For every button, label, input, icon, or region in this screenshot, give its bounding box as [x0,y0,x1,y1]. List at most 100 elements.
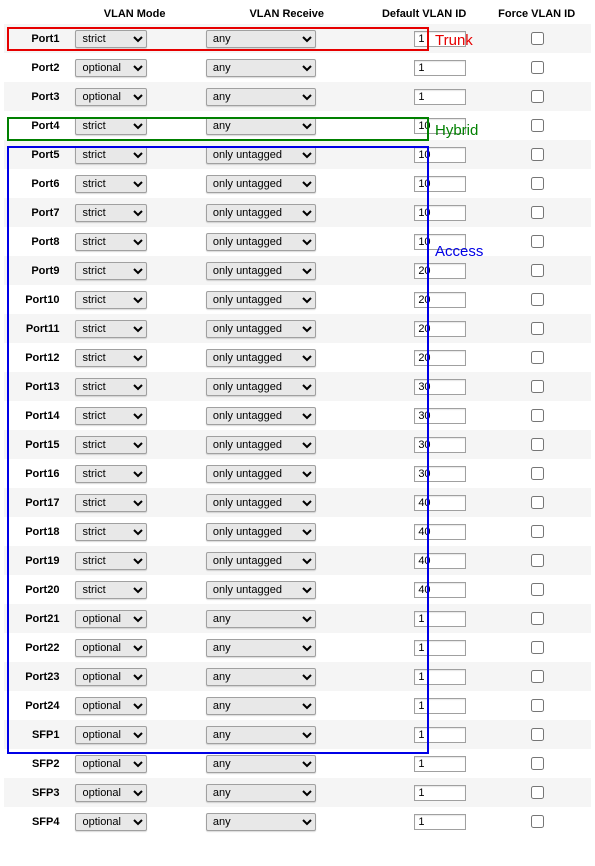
vlan-mode-select[interactable]: optionalstrict [75,233,147,251]
force-vlan-id-checkbox[interactable] [531,206,544,219]
default-vlan-id-input[interactable] [414,263,466,279]
force-vlan-id-checkbox[interactable] [531,438,544,451]
force-vlan-id-checkbox[interactable] [531,612,544,625]
default-vlan-id-input[interactable] [414,60,466,76]
vlan-receive-select[interactable]: anyonly untagged [206,755,316,773]
default-vlan-id-input[interactable] [414,176,466,192]
default-vlan-id-input[interactable] [414,147,466,163]
vlan-mode-select[interactable]: optionalstrict [75,291,147,309]
vlan-mode-select[interactable]: optionalstrict [75,59,147,77]
vlan-receive-select[interactable]: anyonly untagged [206,59,316,77]
vlan-mode-select[interactable]: optionalstrict [75,146,147,164]
force-vlan-id-checkbox[interactable] [531,264,544,277]
vlan-receive-select[interactable]: anyonly untagged [206,117,316,135]
force-vlan-id-checkbox[interactable] [531,583,544,596]
force-vlan-id-checkbox[interactable] [531,177,544,190]
vlan-mode-select[interactable]: optionalstrict [75,175,147,193]
default-vlan-id-input[interactable] [414,727,466,743]
vlan-mode-select[interactable]: optionalstrict [75,407,147,425]
vlan-receive-select[interactable]: anyonly untagged [206,523,316,541]
vlan-mode-select[interactable]: optionalstrict [75,262,147,280]
vlan-receive-select[interactable]: anyonly untagged [206,30,316,48]
force-vlan-id-checkbox[interactable] [531,786,544,799]
force-vlan-id-checkbox[interactable] [531,525,544,538]
force-vlan-id-checkbox[interactable] [531,409,544,422]
vlan-receive-select[interactable]: anyonly untagged [206,784,316,802]
force-vlan-id-checkbox[interactable] [531,757,544,770]
vlan-receive-select[interactable]: anyonly untagged [206,465,316,483]
vlan-mode-select[interactable]: optionalstrict [75,552,147,570]
default-vlan-id-input[interactable] [414,698,466,714]
vlan-receive-select[interactable]: anyonly untagged [206,639,316,657]
vlan-receive-select[interactable]: anyonly untagged [206,233,316,251]
vlan-mode-select[interactable]: optionalstrict [75,697,147,715]
default-vlan-id-input[interactable] [414,350,466,366]
default-vlan-id-input[interactable] [414,408,466,424]
default-vlan-id-input[interactable] [414,292,466,308]
vlan-mode-select[interactable]: optionalstrict [75,88,147,106]
force-vlan-id-checkbox[interactable] [531,148,544,161]
vlan-mode-select[interactable]: optionalstrict [75,204,147,222]
force-vlan-id-checkbox[interactable] [531,699,544,712]
vlan-mode-select[interactable]: optionalstrict [75,30,147,48]
force-vlan-id-checkbox[interactable] [531,815,544,828]
force-vlan-id-checkbox[interactable] [531,61,544,74]
vlan-mode-select[interactable]: optionalstrict [75,610,147,628]
force-vlan-id-checkbox[interactable] [531,467,544,480]
default-vlan-id-input[interactable] [414,31,466,47]
vlan-receive-select[interactable]: anyonly untagged [206,320,316,338]
vlan-mode-select[interactable]: optionalstrict [75,784,147,802]
vlan-receive-select[interactable]: anyonly untagged [206,204,316,222]
vlan-receive-select[interactable]: anyonly untagged [206,552,316,570]
force-vlan-id-checkbox[interactable] [531,554,544,567]
default-vlan-id-input[interactable] [414,611,466,627]
vlan-receive-select[interactable]: anyonly untagged [206,146,316,164]
default-vlan-id-input[interactable] [414,205,466,221]
vlan-mode-select[interactable]: optionalstrict [75,755,147,773]
default-vlan-id-input[interactable] [414,582,466,598]
vlan-mode-select[interactable]: optionalstrict [75,378,147,396]
vlan-receive-select[interactable]: anyonly untagged [206,668,316,686]
default-vlan-id-input[interactable] [414,234,466,250]
vlan-mode-select[interactable]: optionalstrict [75,523,147,541]
force-vlan-id-checkbox[interactable] [531,235,544,248]
vlan-mode-select[interactable]: optionalstrict [75,117,147,135]
default-vlan-id-input[interactable] [414,437,466,453]
vlan-mode-select[interactable]: optionalstrict [75,813,147,831]
force-vlan-id-checkbox[interactable] [531,322,544,335]
force-vlan-id-checkbox[interactable] [531,496,544,509]
default-vlan-id-input[interactable] [414,756,466,772]
default-vlan-id-input[interactable] [414,640,466,656]
vlan-receive-select[interactable]: anyonly untagged [206,88,316,106]
vlan-mode-select[interactable]: optionalstrict [75,639,147,657]
force-vlan-id-checkbox[interactable] [531,641,544,654]
default-vlan-id-input[interactable] [414,466,466,482]
vlan-mode-select[interactable]: optionalstrict [75,494,147,512]
default-vlan-id-input[interactable] [414,669,466,685]
default-vlan-id-input[interactable] [414,814,466,830]
default-vlan-id-input[interactable] [414,553,466,569]
default-vlan-id-input[interactable] [414,89,466,105]
vlan-receive-select[interactable]: anyonly untagged [206,436,316,454]
force-vlan-id-checkbox[interactable] [531,293,544,306]
force-vlan-id-checkbox[interactable] [531,380,544,393]
vlan-receive-select[interactable]: anyonly untagged [206,291,316,309]
default-vlan-id-input[interactable] [414,379,466,395]
force-vlan-id-checkbox[interactable] [531,670,544,683]
default-vlan-id-input[interactable] [414,321,466,337]
vlan-receive-select[interactable]: anyonly untagged [206,494,316,512]
vlan-mode-select[interactable]: optionalstrict [75,320,147,338]
vlan-receive-select[interactable]: anyonly untagged [206,813,316,831]
vlan-receive-select[interactable]: anyonly untagged [206,726,316,744]
vlan-receive-select[interactable]: anyonly untagged [206,262,316,280]
force-vlan-id-checkbox[interactable] [531,90,544,103]
default-vlan-id-input[interactable] [414,524,466,540]
force-vlan-id-checkbox[interactable] [531,119,544,132]
vlan-mode-select[interactable]: optionalstrict [75,726,147,744]
default-vlan-id-input[interactable] [414,495,466,511]
vlan-receive-select[interactable]: anyonly untagged [206,581,316,599]
force-vlan-id-checkbox[interactable] [531,728,544,741]
vlan-receive-select[interactable]: anyonly untagged [206,407,316,425]
force-vlan-id-checkbox[interactable] [531,32,544,45]
vlan-mode-select[interactable]: optionalstrict [75,581,147,599]
